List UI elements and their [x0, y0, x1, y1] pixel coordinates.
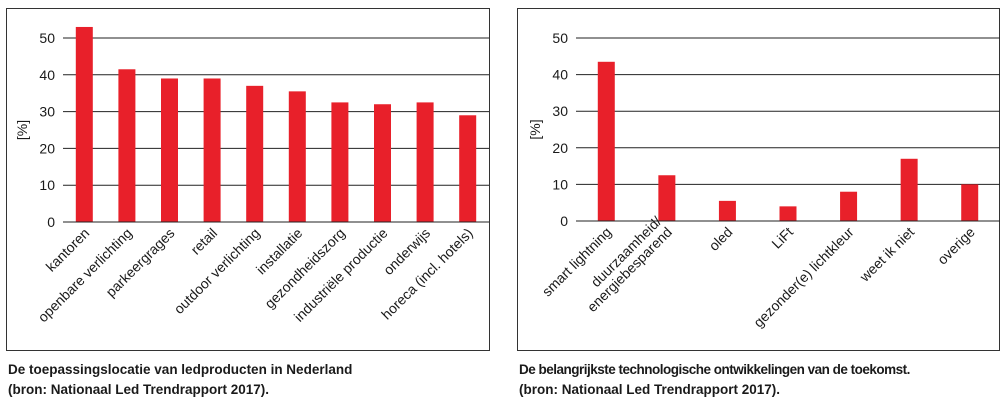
y-tick-label: 30 — [39, 104, 55, 120]
y-tick-label: 50 — [552, 30, 568, 46]
bar — [288, 91, 306, 222]
bar — [597, 61, 615, 221]
caption-title: De toepassingslocatie van ledproducten i… — [8, 362, 353, 377]
bar — [416, 102, 434, 222]
bar — [75, 26, 93, 223]
bar — [203, 78, 221, 222]
y-tick-label: 50 — [39, 30, 55, 46]
bar — [118, 69, 136, 222]
y-tick-label: 10 — [552, 176, 568, 192]
y-axis-label: [%] — [14, 120, 30, 140]
bar — [961, 184, 979, 221]
caption-locations: De toepassingslocatie van ledproducten i… — [8, 360, 488, 400]
bar — [779, 206, 797, 221]
bar — [718, 200, 736, 221]
bar — [658, 175, 676, 221]
bar — [459, 115, 477, 222]
caption-developments: De belangrijkste technologische ontwikke… — [519, 360, 1005, 400]
chart-panel-locations: 0 10 20 30 40 50 [%] kantoren openbare verlichti… — [6, 8, 490, 351]
y-tick-label: 40 — [552, 67, 568, 83]
bar — [900, 158, 918, 221]
y-tick-label: 0 — [560, 213, 568, 229]
bar — [840, 191, 858, 221]
bar — [161, 78, 178, 222]
y-tick-label: 30 — [552, 103, 568, 119]
y-tick-label: 40 — [39, 67, 55, 83]
x-tick-label: overige — [934, 224, 978, 268]
y-axis-label: [%] — [527, 119, 543, 139]
x-tick-label: LiFt — [768, 224, 796, 252]
bar — [331, 102, 349, 222]
x-tick-label: weet ik niet — [856, 224, 918, 286]
x-tick-label: gezonder(e) lichtkleur — [750, 224, 857, 331]
chart-panel-developments: 0 10 20 30 40 50 [%] smart lightning duurzaamhei… — [517, 8, 1000, 351]
y-tick-label: 10 — [39, 177, 55, 193]
x-tick-label: retail — [187, 225, 220, 258]
bar — [374, 104, 391, 222]
x-tick-label: oled — [706, 224, 736, 254]
y-tick-label: 0 — [47, 214, 55, 230]
caption-source: (bron: Nationaal Led Trendrapport 2017). — [519, 382, 781, 397]
bar — [246, 85, 264, 222]
caption-title: De belangrijkste technologische ontwikke… — [519, 362, 910, 377]
y-tick-label: 20 — [39, 140, 55, 156]
caption-source: (bron: Nationaal Led Trendrapport 2017). — [8, 382, 270, 397]
y-tick-label: 20 — [552, 140, 568, 156]
x-tick-label: duurzaamheid/energiebesparend — [573, 213, 675, 315]
